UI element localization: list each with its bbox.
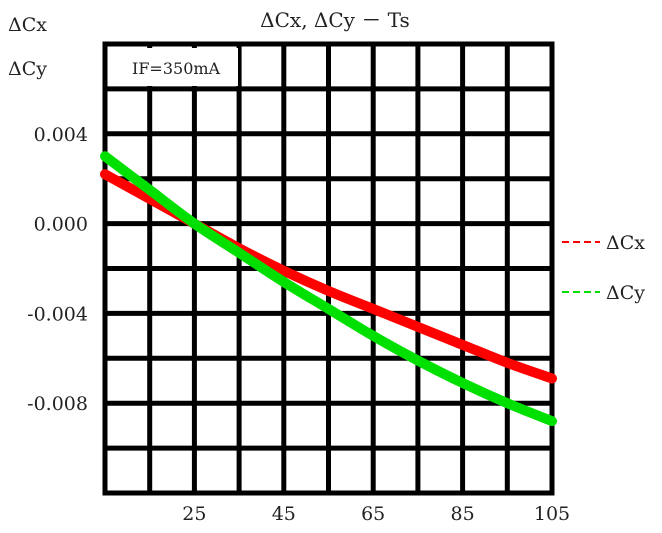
y-tick-label: 0.004 <box>34 124 88 146</box>
x-tick-label: 45 <box>272 503 296 525</box>
plot-grid <box>102 41 555 496</box>
y-axis-label-dcy: ΔCy <box>8 58 47 80</box>
y-tick-label: -0.008 <box>27 393 88 415</box>
x-tick-label: 105 <box>534 503 570 525</box>
y-axis-label-dcx: ΔCx <box>8 14 47 36</box>
y-tick-label: 0.000 <box>34 214 88 236</box>
legend-label-dcx: ΔCx <box>606 232 645 254</box>
legend-label-dcy: ΔCy <box>606 282 645 304</box>
series-line-dcy <box>100 151 557 427</box>
x-tick-labels: 25 45 65 85 105 <box>182 503 570 525</box>
annotation-background <box>109 48 238 86</box>
data-series <box>100 151 557 427</box>
annotation-label: IF=350mA <box>132 59 221 78</box>
x-tick-label: 25 <box>182 503 206 525</box>
legend: ΔCx ΔCy <box>562 232 645 304</box>
y-tick-labels: 0.004 0.000 -0.004 -0.008 <box>27 124 88 415</box>
x-tick-label: 85 <box>451 503 475 525</box>
x-tick-label: 65 <box>361 503 385 525</box>
y-tick-label: -0.004 <box>27 303 88 325</box>
chart-title: ΔCx, ΔCy － Ts <box>260 8 410 32</box>
